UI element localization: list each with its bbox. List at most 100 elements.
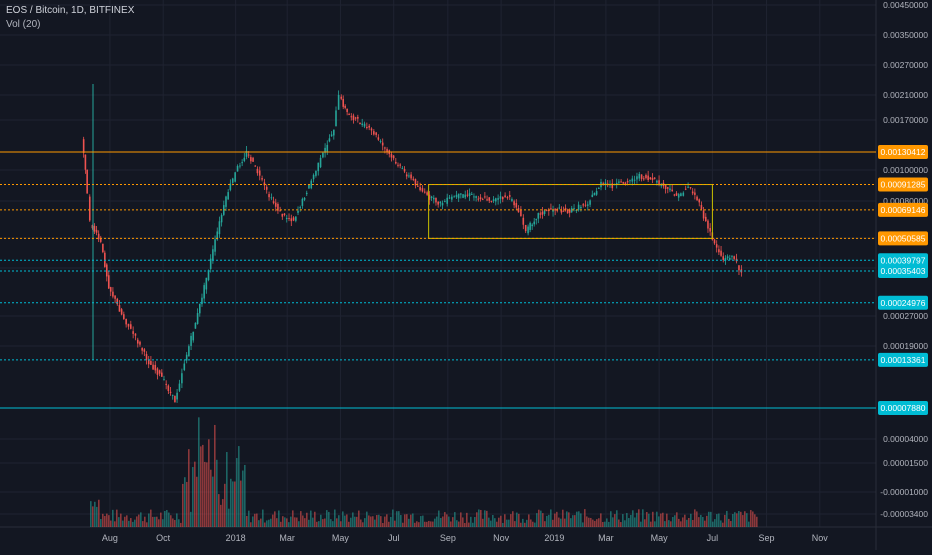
volume-bar — [648, 513, 650, 527]
volume-bar — [642, 509, 644, 527]
volume-bar — [98, 499, 100, 527]
candle-body — [479, 197, 482, 200]
candle-body — [357, 116, 359, 119]
volume-bar — [720, 520, 722, 527]
candle-body — [375, 132, 377, 135]
candle-body — [468, 193, 471, 196]
candle-body — [412, 178, 415, 180]
candle-body — [624, 182, 627, 185]
volume-bar — [288, 522, 290, 527]
x-tick-label: Sep — [440, 533, 456, 543]
volume-bar — [204, 461, 206, 527]
volume-bar — [430, 521, 432, 527]
candle-body — [290, 218, 293, 222]
volume-bar — [192, 467, 194, 527]
candle-body — [281, 213, 284, 217]
volume-bar — [92, 506, 94, 527]
candle-body — [504, 195, 506, 198]
volume-bar — [164, 510, 166, 527]
volume-bar — [566, 511, 568, 527]
candle-body — [687, 186, 689, 188]
candle-body — [636, 176, 638, 180]
level-price-tag — [878, 177, 928, 192]
volume-bar — [562, 509, 564, 527]
candle-body — [373, 131, 375, 135]
volume-bar — [166, 510, 168, 527]
volume-bar — [110, 520, 112, 527]
volume-bar — [482, 518, 484, 527]
candle-body — [517, 208, 520, 213]
volume-bar — [718, 513, 720, 527]
candle-body — [102, 243, 104, 253]
volume-bar — [540, 510, 542, 527]
candle-body — [527, 226, 529, 234]
volume-bar — [236, 458, 238, 527]
volume-bar — [420, 516, 422, 527]
candle-body — [377, 137, 380, 140]
candle-body — [591, 194, 594, 198]
candle-body — [384, 147, 386, 149]
volume-bar — [550, 509, 552, 527]
volume-bar — [538, 509, 540, 527]
volume-bar — [156, 516, 158, 527]
volume-bar — [392, 509, 394, 527]
volume-bar — [654, 521, 656, 527]
volume-bar — [158, 519, 160, 527]
candle-body — [492, 199, 495, 201]
candle-body — [392, 155, 395, 159]
candle-body — [541, 211, 544, 215]
volume-indicator-label: Vol (20) — [6, 19, 41, 30]
volume-bar — [294, 517, 296, 527]
candle-body — [700, 205, 703, 209]
volume-bar — [688, 518, 690, 527]
volume-bar — [200, 446, 202, 527]
candle-body — [285, 217, 288, 219]
candle-body — [573, 208, 575, 210]
candle-body — [615, 182, 618, 185]
candle-body — [642, 178, 645, 180]
candle-body — [497, 198, 499, 200]
volume-bar — [546, 515, 548, 527]
volume-bar — [264, 522, 266, 527]
volume-bar — [656, 511, 658, 527]
volume-bar — [454, 512, 456, 527]
candle-body — [297, 210, 299, 213]
candle-body — [453, 196, 455, 198]
candle-body — [720, 250, 722, 256]
volume-bar — [152, 516, 154, 527]
volume-bar — [128, 520, 130, 527]
volume-bar — [666, 513, 668, 527]
volume-bar — [234, 481, 236, 527]
volume-bar — [544, 521, 546, 527]
volume-bar — [552, 519, 554, 527]
volume-bar — [744, 511, 746, 527]
volume-bar — [434, 518, 436, 527]
candle-body — [337, 94, 340, 110]
candle-body — [270, 197, 273, 199]
volume-bar — [376, 515, 378, 527]
volume-bar — [174, 519, 176, 527]
x-tick-label: 2019 — [544, 533, 564, 543]
level-price-tag — [878, 401, 928, 415]
volume-bar — [640, 521, 642, 527]
candle-body — [522, 217, 525, 225]
volume-bar — [374, 519, 376, 527]
volume-bar — [160, 512, 162, 527]
candle-body — [660, 184, 663, 187]
candle-body — [629, 180, 631, 182]
volume-bar — [378, 514, 380, 527]
candle-body — [130, 324, 132, 329]
volume-bar — [154, 516, 156, 527]
candle-body — [252, 157, 254, 162]
candle-body — [145, 354, 148, 360]
candle-body — [205, 277, 208, 290]
candle-body — [684, 188, 687, 190]
volume-bar — [208, 439, 210, 527]
volume-bar — [356, 516, 358, 527]
volume-bar — [412, 513, 414, 527]
volume-bar — [520, 522, 522, 527]
volume-bar — [274, 511, 276, 527]
candle-body — [216, 231, 219, 240]
